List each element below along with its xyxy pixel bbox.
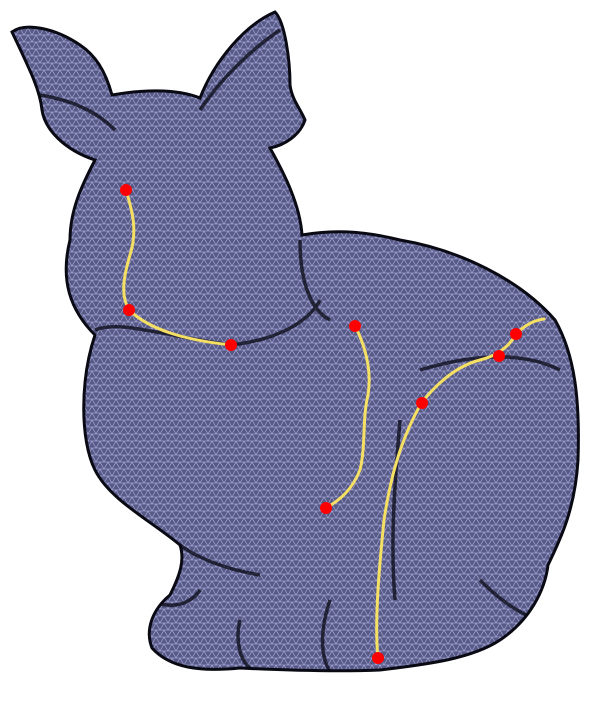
marker: [493, 350, 505, 362]
marker: [320, 502, 332, 514]
marker: [372, 652, 384, 664]
marker: [349, 320, 361, 332]
marker: [120, 184, 132, 196]
marker: [416, 397, 428, 409]
bunny-mesh: [12, 12, 578, 672]
marker: [123, 304, 135, 316]
marker: [225, 339, 237, 351]
marker: [510, 328, 522, 340]
